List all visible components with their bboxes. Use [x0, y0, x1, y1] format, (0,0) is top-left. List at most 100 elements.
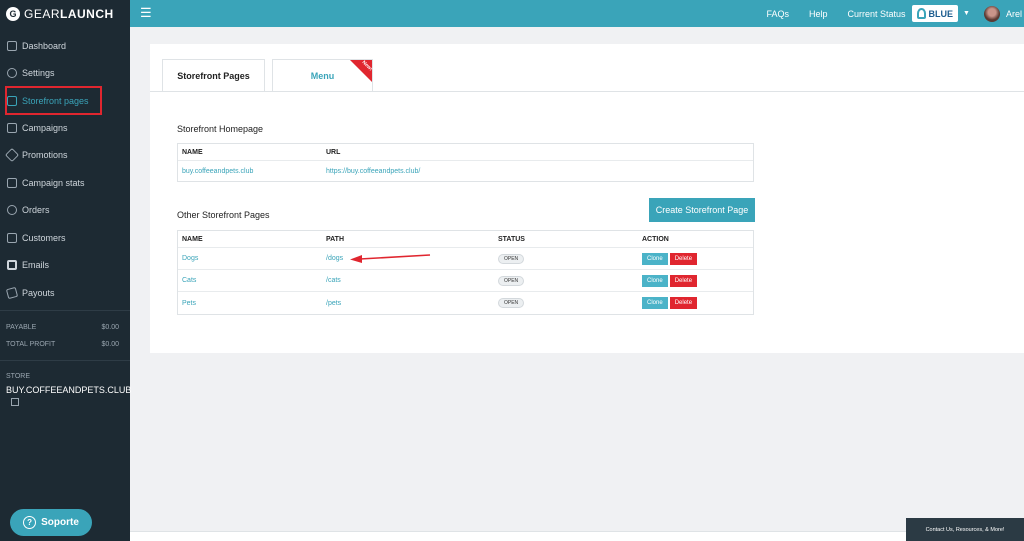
sidebar-item-label: Campaign stats	[22, 177, 85, 188]
sidebar-item-dashboard[interactable]: Dashboard	[0, 32, 130, 59]
total-profit-label: TOTAL PROFIT	[6, 341, 56, 348]
payable-value: $0.00	[101, 324, 119, 331]
hamburger-menu-icon[interactable]: ☰	[140, 5, 152, 20]
page-name-link[interactable]: Pets	[182, 299, 197, 307]
sidebar: Dashboard Settings Storefront pages Camp…	[0, 27, 132, 541]
status-cell: OPEN	[498, 248, 525, 269]
table-row: Cats /cats OPEN Clone Delete	[178, 270, 753, 292]
payable-label: PAYABLE	[6, 324, 37, 331]
col-path: PATH	[326, 235, 345, 243]
table-row: Pets /pets OPEN Clone Delete	[178, 292, 753, 314]
sidebar-item-label: Promotions	[22, 149, 68, 160]
action-cell: Clone Delete	[642, 248, 698, 269]
table-header: NAME PATH STATUS ACTION	[178, 231, 753, 248]
customers-icon	[7, 232, 17, 243]
top-bar: G GEARLAUNCH ☰ FAQs Help Current Status …	[0, 0, 1024, 27]
page-path-link[interactable]: /pets	[326, 299, 342, 307]
tab-menu[interactable]: Menu New!	[272, 59, 373, 92]
status-badge: OPEN	[498, 298, 525, 308]
storefront-homepage-title: Storefront Homepage	[177, 124, 264, 134]
store-name[interactable]: BUY.COFFEEANDPETS.CLUB	[6, 385, 132, 395]
total-profit-value: $0.00	[101, 341, 119, 348]
sidebar-totals: PAYABLE $0.00 TOTAL PROFIT $0.00	[0, 319, 130, 353]
brand-name-light: GEAR	[24, 6, 61, 21]
clone-button[interactable]: Clone	[642, 297, 668, 309]
chart-icon	[7, 177, 17, 188]
homepage-url-link[interactable]: https://buy.coffeeandpets.club/	[326, 167, 421, 175]
delete-button[interactable]: Delete	[669, 297, 698, 309]
other-storefront-pages-title: Other Storefront Pages	[177, 210, 270, 220]
col-action: ACTION	[642, 235, 669, 243]
sidebar-divider	[0, 360, 130, 361]
page-path-link[interactable]: /dogs	[326, 255, 344, 262]
help-widget[interactable]: Contact Us, Resources, & More!	[906, 518, 1024, 541]
homepage-table: NAME URL buy.coffeeandpets.club https://…	[177, 143, 754, 182]
sidebar-item-label: Campaigns	[22, 122, 68, 133]
page-name-link[interactable]: Cats	[182, 277, 197, 284]
tab-storefront-pages[interactable]: Storefront Pages	[162, 59, 265, 92]
homepage-name-link[interactable]: buy.coffeeandpets.club	[182, 167, 254, 175]
brand-logo[interactable]: G GEARLAUNCH	[0, 0, 130, 27]
annotation-arrow-icon	[350, 254, 431, 263]
action-cell: Clone Delete	[642, 270, 698, 291]
page-name-link[interactable]: Dogs	[182, 255, 199, 262]
brand-name: GEARLAUNCH	[24, 7, 114, 21]
sidebar-item-payouts[interactable]: Payouts	[0, 279, 130, 306]
chevron-down-icon[interactable]: ▼	[963, 10, 970, 17]
top-nav: FAQs Help Current Status BLUE ▼ Arel	[766, 0, 1024, 27]
support-button[interactable]: ? Soporte	[10, 509, 92, 536]
table-header: NAME URL	[178, 144, 753, 161]
clone-button[interactable]: Clone	[642, 252, 668, 265]
sidebar-item-campaigns[interactable]: Campaigns	[0, 114, 130, 141]
campaigns-icon	[7, 122, 17, 133]
sidebar-item-label: Customers	[22, 232, 66, 243]
sidebar-item-settings[interactable]: Settings	[0, 59, 130, 86]
status-badge: OPEN	[498, 275, 525, 286]
sidebar-item-campaign-stats[interactable]: Campaign stats	[0, 169, 130, 196]
user-name[interactable]: Arel	[1005, 8, 1022, 19]
email-icon	[7, 259, 17, 270]
sidebar-item-emails[interactable]: Emails	[0, 251, 130, 278]
faqs-link[interactable]: FAQs	[766, 8, 789, 19]
sidebar-item-label: Payouts	[22, 287, 55, 298]
tab-label: Storefront Pages	[177, 70, 250, 81]
sidebar-item-orders[interactable]: Orders	[0, 196, 130, 223]
brand-name-bold: LAUNCH	[60, 6, 114, 21]
create-storefront-page-button[interactable]: Create Storefront Page	[649, 198, 755, 222]
page-path-link[interactable]: /cats	[326, 277, 341, 284]
sidebar-divider	[0, 310, 130, 311]
gear-icon	[7, 67, 17, 78]
external-link-icon[interactable]	[11, 398, 19, 406]
action-cell: Clone Delete	[642, 292, 698, 314]
sidebar-item-storefront-pages[interactable]: Storefront pages	[0, 87, 130, 114]
col-name: NAME	[182, 235, 203, 243]
sidebar-item-promotions[interactable]: Promotions	[0, 141, 130, 168]
total-profit-row: TOTAL PROFIT $0.00	[0, 336, 130, 353]
help-link[interactable]: Help	[809, 8, 828, 19]
tab-divider	[150, 91, 1024, 92]
sidebar-item-label: Storefront pages	[22, 95, 89, 106]
current-status-label: Current Status	[847, 8, 906, 19]
delete-button[interactable]: Delete	[669, 252, 698, 265]
delete-button[interactable]: Delete	[669, 274, 698, 287]
ribbon-icon	[916, 8, 926, 19]
status-cell: OPEN	[498, 270, 525, 291]
sidebar-item-customers[interactable]: Customers	[0, 224, 130, 251]
status-value: BLUE	[928, 8, 954, 19]
sidebar-item-label: Emails	[22, 259, 50, 270]
avatar[interactable]	[983, 5, 1000, 22]
clone-button[interactable]: Clone	[642, 274, 668, 287]
support-label: Soporte	[41, 517, 79, 528]
footer	[130, 531, 1024, 541]
tag-icon	[4, 147, 20, 162]
status-badge: OPEN	[498, 253, 525, 264]
sidebar-item-label: Settings	[22, 67, 55, 78]
store-label: STORE	[6, 373, 30, 380]
table-row: Dogs /dogs OPEN Clone Delete	[178, 248, 753, 270]
sidebar-item-label: Orders	[22, 204, 50, 215]
logo-icon: G	[6, 6, 20, 21]
main-panel: Storefront Pages Menu New! Storefront Ho…	[150, 44, 1024, 353]
page-icon	[7, 95, 17, 106]
status-badge[interactable]: BLUE	[911, 5, 959, 22]
status-cell: OPEN	[498, 292, 525, 314]
